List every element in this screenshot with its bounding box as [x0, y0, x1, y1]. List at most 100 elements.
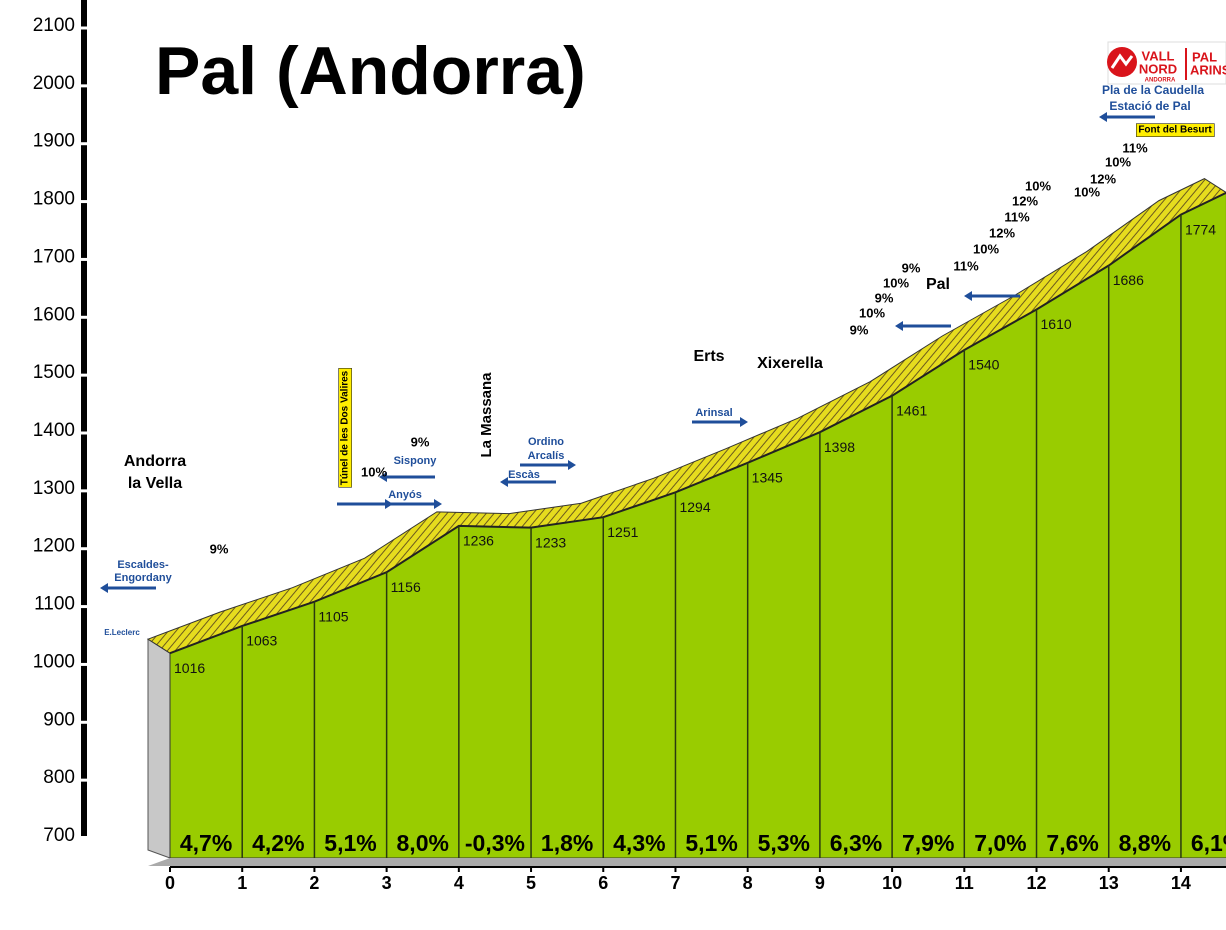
side-face — [147, 638, 171, 859]
y-tick-label: 2000 — [33, 73, 75, 94]
base-face — [148, 858, 1226, 866]
annotation: 9% — [850, 322, 869, 337]
arrow-head — [568, 460, 576, 470]
annotation: 12% — [1012, 193, 1038, 208]
elevation-label: 1156 — [391, 579, 421, 595]
arrow-head — [100, 583, 108, 593]
gradient-label: 8,8% — [1119, 830, 1171, 856]
annotation-label: Ordino — [528, 436, 564, 448]
y-tick-label: 1100 — [34, 594, 75, 615]
gradient-label: 4,7% — [180, 830, 232, 856]
annotation: Arinsal — [695, 407, 732, 419]
x-tick-label: 4 — [454, 873, 464, 893]
gradient-box — [317, 830, 384, 857]
x-tick-label: 11 — [955, 873, 974, 893]
arrow-head — [500, 477, 508, 487]
annotation: 10% — [1074, 184, 1100, 199]
x-tick-label: 3 — [382, 873, 392, 893]
gradient-box — [895, 830, 962, 857]
annotation: 9% — [875, 290, 894, 305]
annotation: 10% — [1105, 154, 1131, 169]
arrow-head — [895, 321, 903, 331]
elevation-label: 1610 — [1041, 316, 1072, 332]
annotation-label: 9% — [902, 260, 921, 275]
annotation: Pla de la Caudella — [1102, 83, 1204, 97]
gradient-label: 5,3% — [758, 830, 810, 856]
y-tick-label: 2100 — [33, 15, 75, 36]
elevation-label: 1251 — [607, 524, 638, 540]
annotation-label: 11% — [953, 258, 979, 273]
y-tick-label: 800 — [43, 767, 75, 788]
x-tick-label: 5 — [526, 873, 536, 893]
annotation: Erts — [693, 348, 724, 365]
gradient-box — [1111, 830, 1178, 857]
annotation-label: Engordany — [114, 572, 172, 584]
annotation: 9% — [902, 260, 921, 275]
elevation-label: 1233 — [535, 534, 566, 550]
annotation: 10% — [883, 275, 909, 290]
annotation-label: Túnel de les Dos Valires — [340, 370, 351, 485]
y-tick-label: 1300 — [33, 478, 75, 499]
gradient-label: 4,3% — [613, 830, 665, 856]
gradient-box — [1039, 830, 1106, 857]
annotation: Pal — [926, 276, 950, 293]
annotation-label: Anyós — [388, 489, 422, 501]
arrow-head — [434, 499, 442, 509]
gradient-label: 5,1% — [324, 830, 376, 856]
profile-line — [169, 191, 1226, 655]
gradient-label: 7,6% — [1046, 830, 1098, 856]
x-tick-label: 13 — [1099, 873, 1119, 893]
elevation-label: 1063 — [246, 633, 277, 649]
annotation-label: ARINSAL — [1190, 62, 1226, 77]
x-tick-label: 7 — [670, 873, 680, 893]
annotation: 10% — [1025, 178, 1051, 193]
annotation: Estació de Pal — [1109, 99, 1190, 113]
annotation-label: Escaldes- — [117, 559, 169, 571]
annotation: 9% — [411, 434, 430, 449]
y-tick-label: 700 — [43, 825, 75, 846]
annotation-label: 9% — [875, 290, 894, 305]
x-tick-label: 2 — [309, 873, 319, 893]
gradient-box — [967, 830, 1034, 857]
gradient-box — [822, 830, 889, 857]
annotation: 12% — [1090, 171, 1116, 186]
arrow-head — [964, 291, 972, 301]
y-tick-label: 1500 — [33, 362, 75, 383]
y-tick-label: 1600 — [33, 304, 75, 325]
x-tick-label: 14 — [1171, 873, 1191, 893]
annotation-label: 10% — [859, 305, 885, 320]
annotation-label: Xixerella — [757, 355, 823, 372]
logo-peak — [1110, 53, 1134, 69]
annotation: 10% — [361, 464, 387, 479]
annotation-label: Font del Besurt — [1138, 125, 1212, 136]
annotation: Xixerella — [757, 355, 823, 372]
annotation-label: NORD — [1139, 61, 1177, 76]
chart-title: Pal (Andorra) — [155, 33, 586, 109]
elevation-label: 1016 — [174, 660, 205, 676]
annotation-bg — [1136, 123, 1215, 137]
annotation: Ordino — [528, 436, 564, 448]
annotation-label: VALL — [1142, 48, 1175, 63]
gradient-label: 4,2% — [252, 830, 304, 856]
profile-area — [169, 192, 1226, 859]
annotation: Túnel de les Dos Valires — [338, 368, 352, 488]
annotation: Escaldes- — [117, 559, 169, 571]
annotation: Font del Besurt — [1136, 123, 1215, 137]
annotation: PAL — [1192, 49, 1217, 64]
annotation-label: Andorra — [124, 453, 186, 470]
annotation-label: ANDORRA — [1145, 78, 1176, 84]
x-tick-label: 10 — [882, 873, 902, 893]
gradient-label: 8,0% — [397, 830, 449, 856]
x-tick-label: 12 — [1027, 873, 1047, 893]
annotation-label: 10% — [1105, 154, 1131, 169]
gradient-box — [245, 830, 312, 857]
annotation-label: Erts — [693, 348, 724, 365]
y-tick-label: 1700 — [33, 246, 75, 267]
y-tick-label: 1200 — [33, 536, 75, 557]
y-tick-label: 1000 — [33, 651, 75, 672]
gradient-label: 1,8% — [541, 830, 593, 856]
elevation-label: 1540 — [968, 357, 999, 373]
annotation-label: 9% — [411, 434, 430, 449]
annotation: 9% — [210, 541, 229, 556]
annotation: Andorra — [124, 453, 186, 470]
